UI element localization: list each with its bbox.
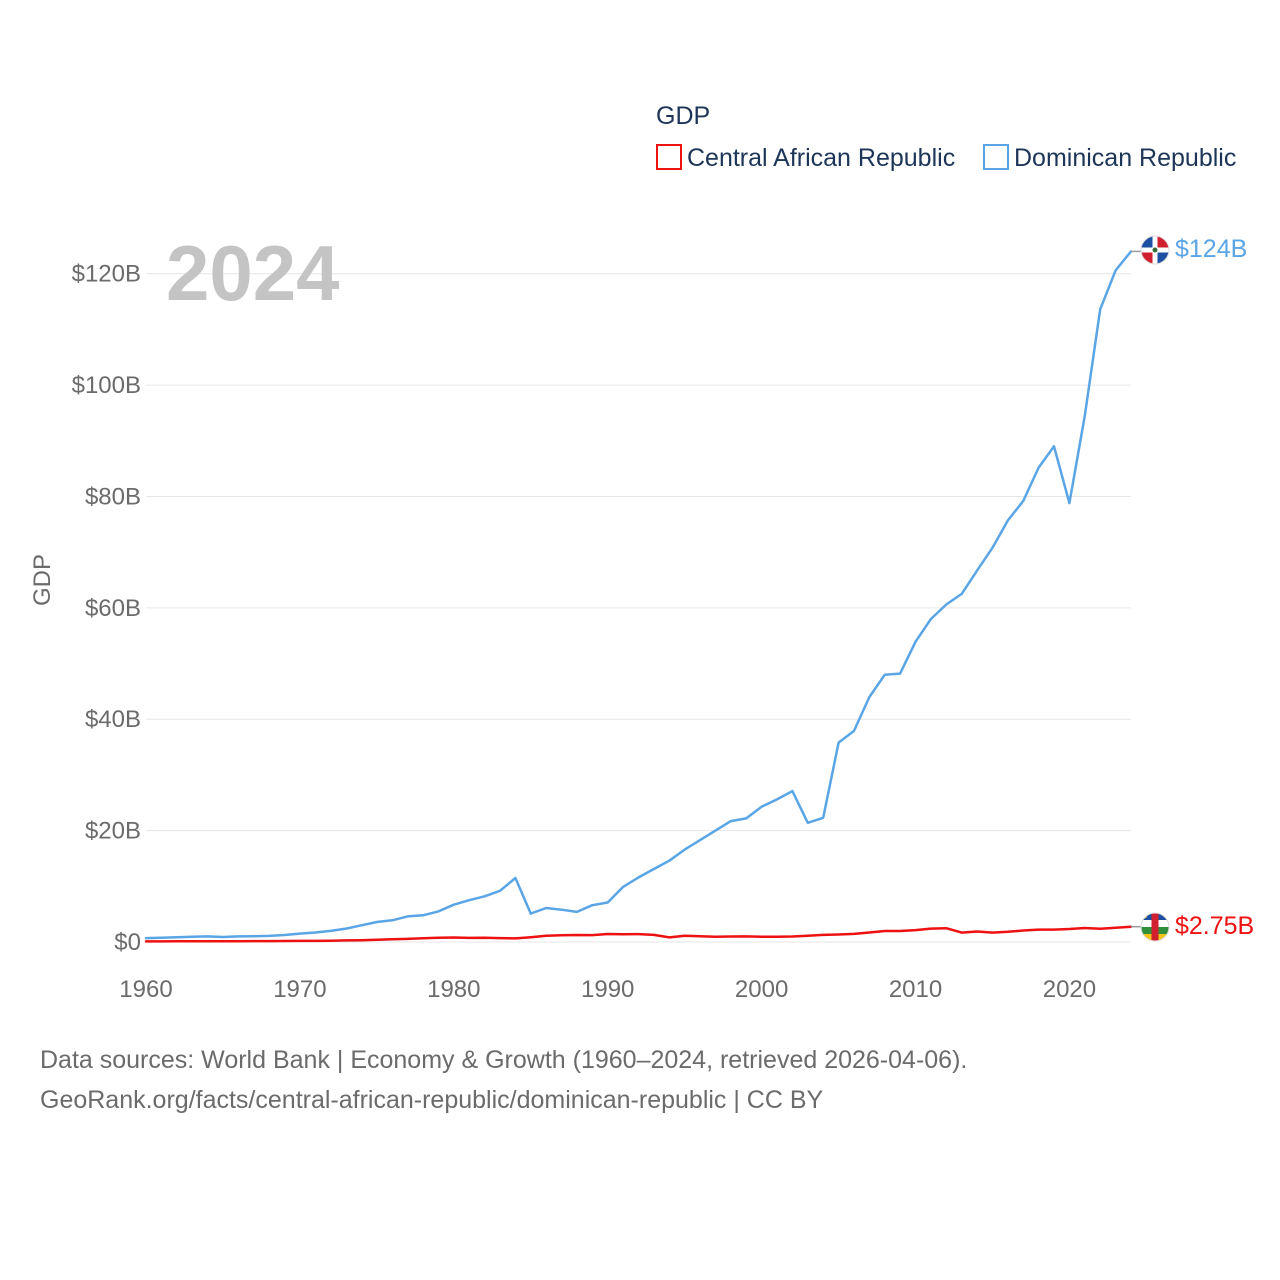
x-tick-label: 2020 — [1043, 976, 1096, 1003]
legend-swatch-dominican-republic — [983, 144, 1009, 170]
year-watermark: 2024 — [166, 229, 340, 317]
legend-item-dominican-republic[interactable]: Dominican Republic — [983, 144, 1236, 172]
y-tick-label: $120B — [72, 261, 141, 288]
legend-item-central-african-republic[interactable]: Central African Republic — [656, 144, 955, 172]
y-tick-label: $100B — [72, 372, 141, 399]
x-tick-label: 2010 — [889, 976, 942, 1003]
legend-title: GDP — [656, 102, 710, 130]
x-tick-label: 1990 — [581, 976, 634, 1003]
y-tick-label: $60B — [85, 595, 141, 622]
end-value-label-central-african-republic: $2.75B — [1175, 912, 1254, 940]
y-tick-label: $40B — [85, 706, 141, 733]
central-african-republic-flag-icon — [1140, 912, 1170, 942]
series-line-dominican-republic — [144, 250, 1133, 940]
x-tick-label: 1980 — [427, 976, 480, 1003]
y-axis-label: GDP — [29, 554, 56, 606]
legend-label-dominican-republic: Dominican Republic — [1014, 144, 1236, 172]
y-axis-ticks: $0 $20B $40B $60B $80B $100B $120B — [72, 261, 141, 956]
y-tick-label: $80B — [85, 483, 141, 510]
x-axis-ticks: 1960 1970 1980 1990 2000 2010 2020 — [119, 976, 1096, 1003]
legend-label-central-african-republic: Central African Republic — [687, 144, 955, 172]
y-tick-label: $20B — [85, 818, 141, 845]
y-tick-label: $0 — [114, 929, 141, 956]
x-tick-label: 1970 — [273, 976, 326, 1003]
data-sources-note: Data sources: World Bank | Economy & Gro… — [40, 1046, 968, 1074]
end-value-label-dominican-republic: $124B — [1175, 235, 1247, 263]
legend[interactable]: GDP Central African Republic Dominican R… — [656, 102, 1236, 172]
x-tick-label: 2000 — [735, 976, 788, 1003]
legend-swatch-central-african-republic — [656, 144, 682, 170]
series-lines — [144, 250, 1141, 943]
source-url-license: GeoRank.org/facts/central-african-republ… — [40, 1086, 824, 1114]
gridlines — [146, 273, 1131, 943]
x-tick-label: 1960 — [119, 976, 172, 1003]
series-line-central-african-republic — [144, 925, 1133, 943]
dominican-republic-flag-icon — [1140, 235, 1170, 265]
